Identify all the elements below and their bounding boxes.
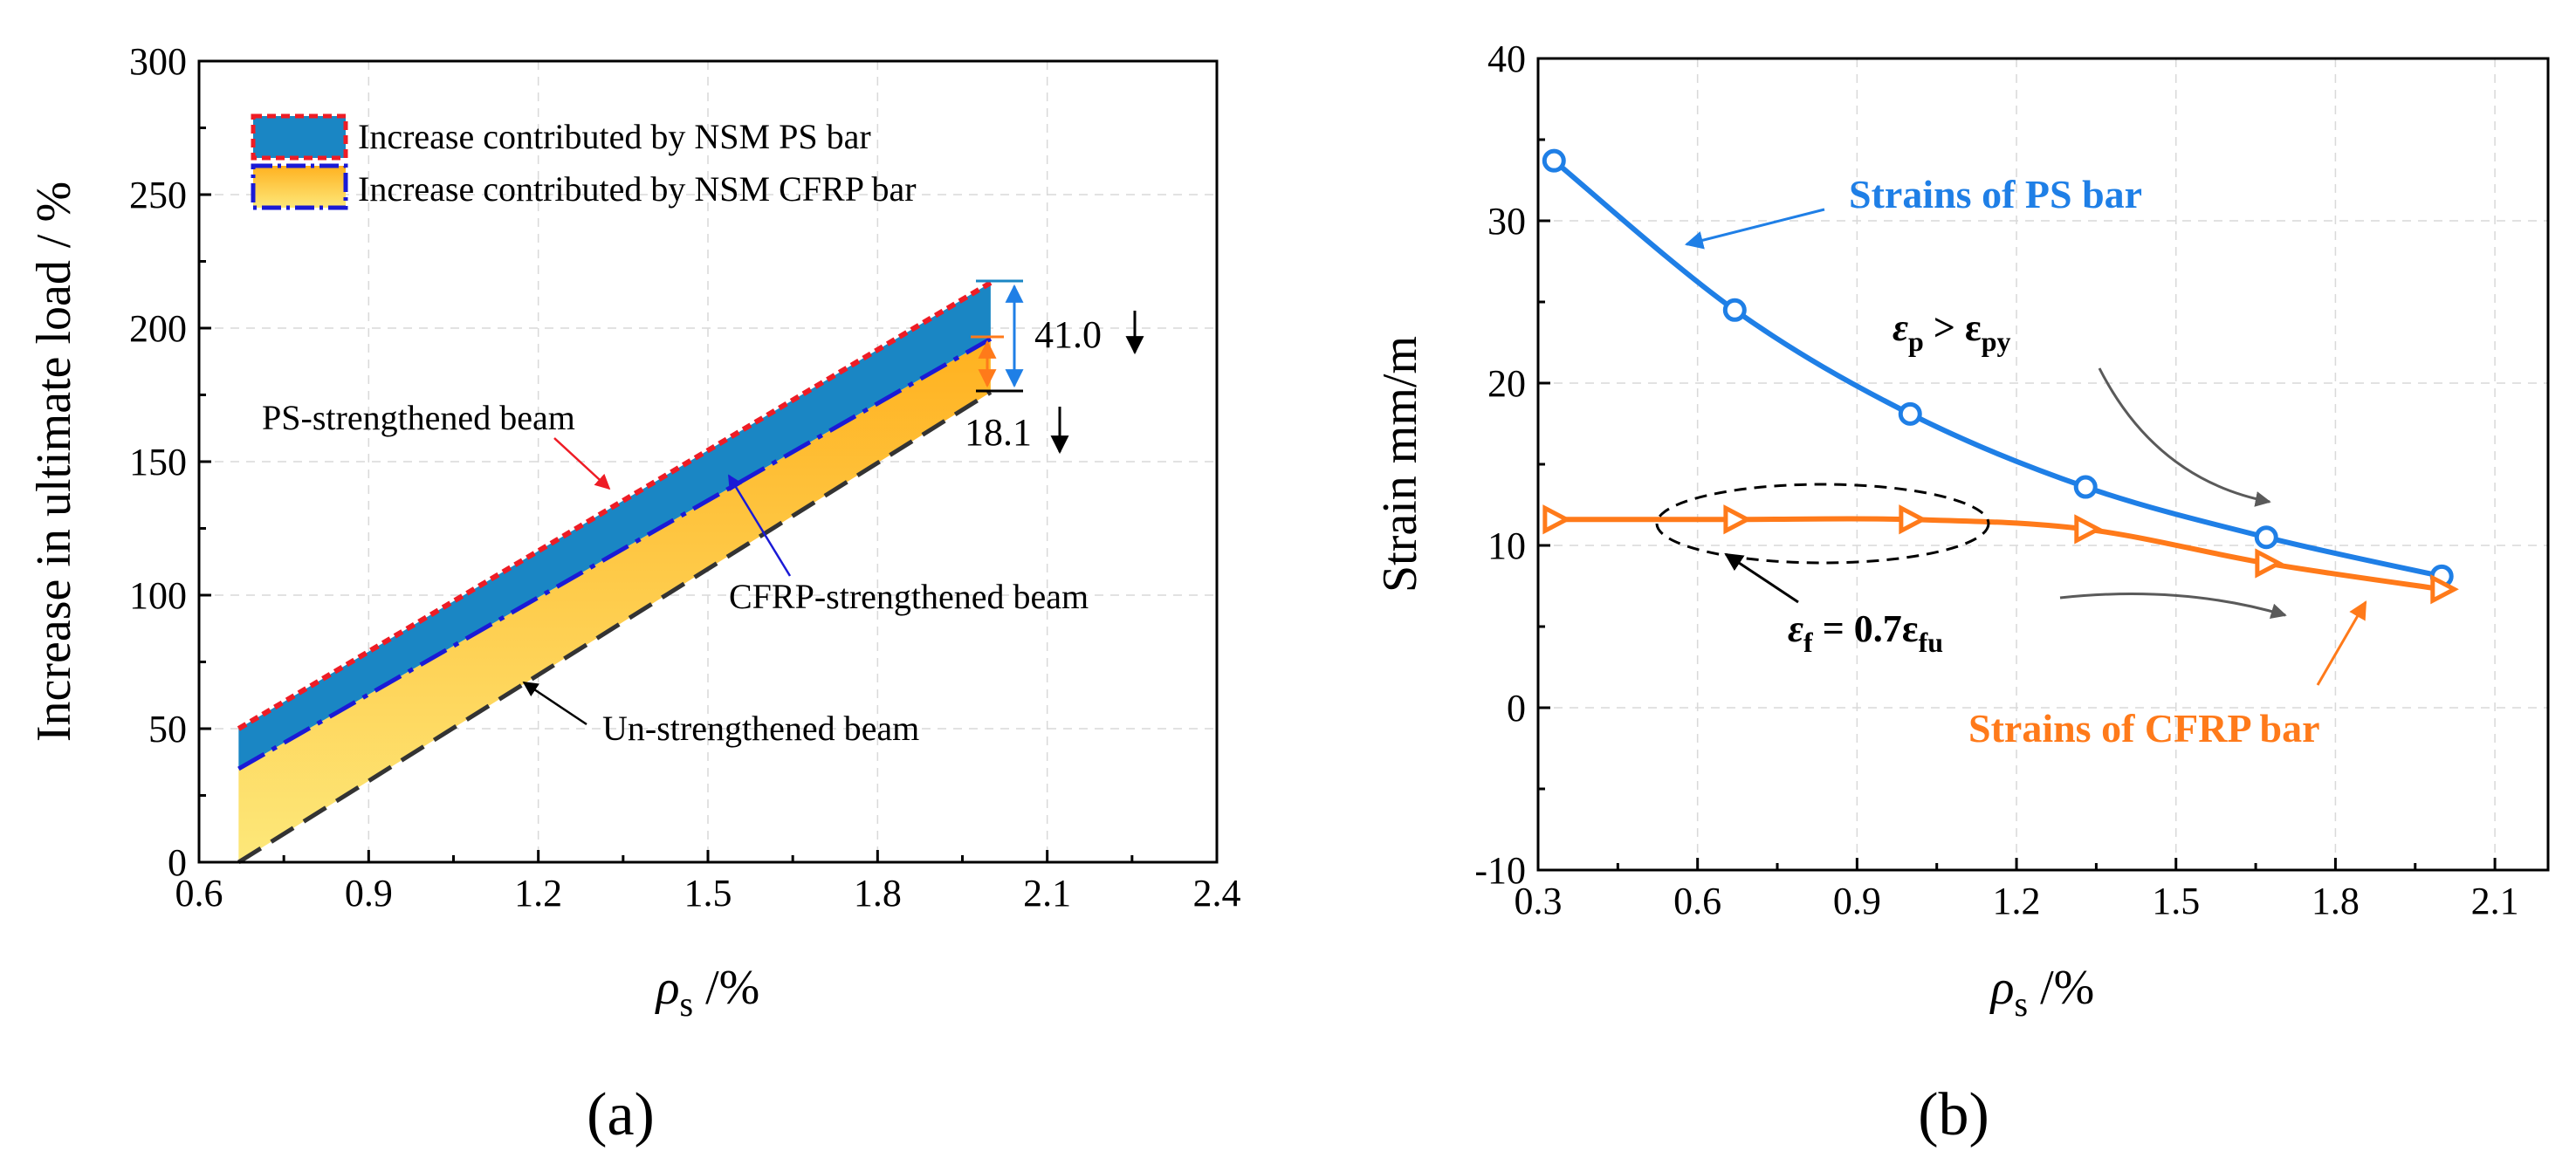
cfrp-contribution-area	[238, 339, 991, 862]
un-strengthened-line	[237, 390, 993, 865]
chart-a-x-axis-label: ρs /%	[655, 961, 760, 1024]
cfrp-strengthened-line	[237, 337, 993, 771]
cfrp-strain-point	[2255, 548, 2284, 579]
chart-a-legend: Increase contributed by NSM PS bar Incre…	[251, 113, 917, 210]
chart-a-y-tick-label: 100	[129, 574, 187, 617]
ps-strengthened-arrow	[553, 437, 611, 490]
chart-b-x-tick-label: 0.9	[1833, 880, 1881, 922]
chart-b-y-tick-label: 40	[1487, 38, 1526, 80]
cfrp-strain-point	[1899, 504, 1927, 535]
chart-b-y-tick-label: 0	[1507, 687, 1526, 730]
cfrp-strengthened-label: CFRP-strengthened beam	[729, 577, 1089, 616]
chart-a-lines	[237, 280, 993, 865]
legend-cfrp-label: Increase contributed by NSM CFRP bar	[358, 169, 917, 209]
chart-a-x-sub: s	[680, 984, 694, 1024]
chart-a: 0.6 0.9 1.2 1.5 1.8 2.1 2.4050100150200250300 …	[27, 40, 1241, 1148]
chart-b-x-tick-label: 1.8	[2312, 880, 2360, 922]
ps-gap-bracket	[976, 279, 1024, 393]
ps-strain-arrow	[1684, 208, 1825, 250]
chart-a-x-tick-label: 1.8	[854, 872, 902, 915]
chart-a-areas	[238, 282, 991, 862]
chart-a-x-tick-label: 1.5	[684, 872, 732, 915]
cfrp-gap-value: 18.1	[965, 411, 1032, 454]
chart-b-x-tick-label: 1.5	[2152, 880, 2200, 922]
cfrp-strain-line	[1554, 516, 2442, 593]
un-strengthened-arrow	[522, 681, 587, 726]
chart-a-x-tick-label: 0.9	[345, 872, 393, 915]
ps-strain-point	[2254, 525, 2278, 550]
chart-a-y-tick-label: 300	[129, 40, 187, 83]
ps-strain-point	[2073, 475, 2098, 499]
eps-p-relation: εp > εpy	[1893, 306, 2011, 357]
cfrp-strengthened-arrow	[727, 474, 792, 577]
cfrp-strain-point	[2074, 514, 2103, 545]
chart-a-x-rho: ρ	[655, 961, 680, 1015]
chart-b-lines	[1552, 158, 2442, 593]
chart-a-y-tick-label: 250	[129, 174, 187, 216]
ps-strain-label: Strains of PS bar	[1849, 172, 2142, 216]
chart-b-x-unit: /%	[2028, 961, 2094, 1015]
cfrp-plateau-ellipse	[1655, 483, 1990, 565]
chart-b: 0.3 0.6 0.9 1.2 1.5 1.8 2.1 -10 0 10 20 30 40 Strain…	[1373, 38, 2550, 1148]
chart-b-markers	[1542, 148, 2459, 605]
cfrp-strain-point	[1723, 504, 1752, 535]
eps-f-black-arrow	[1724, 552, 1799, 604]
chart-a-y-tick-label: 50	[148, 708, 187, 750]
cfrp-strain-arrow	[2316, 600, 2367, 686]
chart-a-y-tick-label: 0	[168, 841, 187, 884]
chart-b-x-tick-label: 1.2	[1993, 880, 2041, 922]
chart-a-x-tick-label: 2.4	[1193, 872, 1241, 915]
cfrp-strain-point	[1542, 504, 1571, 535]
un-strengthened-label: Un-strengthened beam	[602, 709, 919, 748]
eps-f-gray-arrow	[2059, 593, 2287, 620]
eps-f-relation: εf = 0.7εfu	[1788, 607, 1943, 658]
chart-b-x-tick-label: 0.6	[1673, 880, 1721, 922]
cfrp-strain-label: Strains of CFRP bar	[1968, 706, 2320, 750]
chart-b-ticks: 0.3 0.6 0.9 1.2 1.5 1.8 2.1 -10 0 10 20 30 40	[1474, 38, 2518, 922]
ps-strengthened-line	[237, 280, 993, 731]
chart-b-y-tick-label: 30	[1487, 200, 1526, 243]
cfrp-gap-bracket	[971, 335, 1004, 388]
chart-a-y-axis-label: Increase in ultimate load / %	[27, 182, 81, 742]
cfrp-strain-point	[2430, 574, 2459, 605]
chart-a-x-tick-label: 0.6	[175, 872, 223, 915]
chart-b-panel-label: (b)	[1918, 1081, 1989, 1148]
ps-strengthened-label: PS-strengthened beam	[262, 398, 575, 437]
ps-gap-value: 41.0	[1034, 313, 1102, 356]
chart-a-y-tick-label: 150	[129, 441, 187, 483]
chart-a-x-tick-label: 1.2	[514, 872, 562, 915]
chart-b-x-tick-label: 0.3	[1515, 880, 1563, 922]
chart-a-x-tick-label: 2.1	[1023, 872, 1071, 915]
chart-a-ticks: 0.6 0.9 1.2 1.5 1.8 2.1 2.4 0 50 100 150 200 250 300	[129, 40, 1241, 915]
ps-contribution-area	[238, 282, 991, 769]
chart-b-y-tick-label: 10	[1487, 524, 1526, 567]
legend-cfrp-swatch	[251, 163, 348, 210]
ps-strain-line	[1552, 158, 2442, 579]
chart-b-y-tick-label: 20	[1487, 362, 1526, 405]
chart-b-y-tick-label: -10	[1474, 849, 1526, 892]
ps-strain-point	[1542, 148, 1566, 173]
legend-ps-label: Increase contributed by NSM PS bar	[358, 117, 871, 156]
chart-b-x-rho: ρ	[1989, 961, 2015, 1015]
chart-b-x-tick-label: 2.1	[2471, 880, 2519, 922]
eps-p-gray-arrow	[2098, 367, 2271, 507]
chart-a-x-unit: /%	[693, 961, 759, 1015]
chart-a-y-tick-label: 200	[129, 307, 187, 350]
legend-ps-swatch	[251, 113, 348, 161]
chart-b-x-sub: s	[2015, 984, 2029, 1024]
chart-b-x-axis-label: ρs /%	[1989, 961, 2095, 1024]
chart-a-panel-label: (a)	[587, 1081, 655, 1148]
chart-b-y-axis-label: Strain mm/m	[1373, 336, 1427, 593]
ps-strain-point	[1898, 401, 1922, 426]
ps-strain-point	[1722, 298, 1747, 322]
